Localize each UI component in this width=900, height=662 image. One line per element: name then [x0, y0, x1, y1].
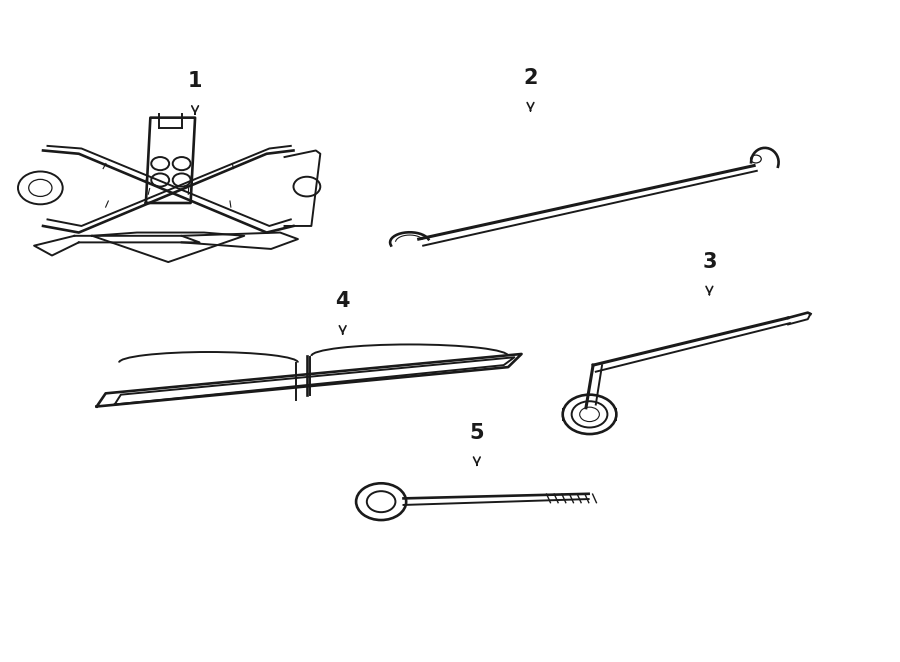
Text: 3: 3: [702, 252, 716, 272]
Text: 5: 5: [470, 422, 484, 443]
Text: 1: 1: [188, 71, 202, 91]
Text: 4: 4: [336, 291, 350, 311]
Text: 2: 2: [523, 68, 538, 88]
